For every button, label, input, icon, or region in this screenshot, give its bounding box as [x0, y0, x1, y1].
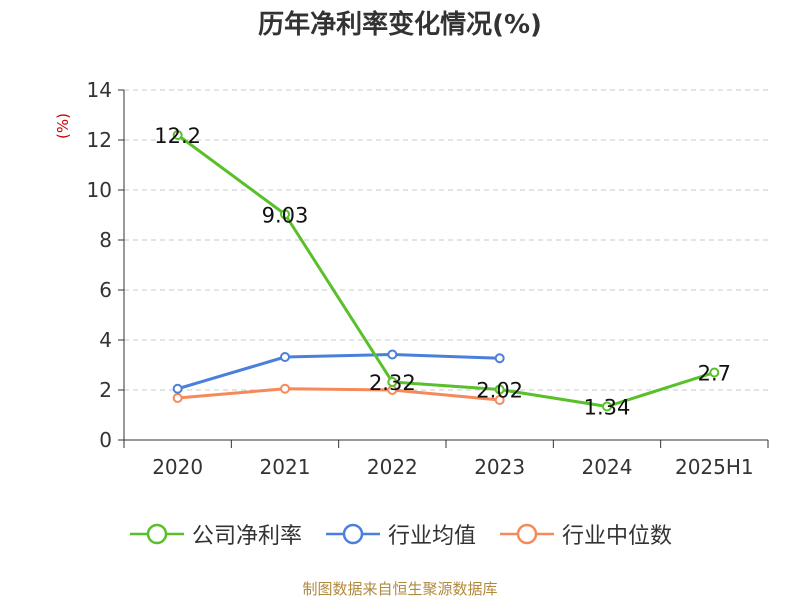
legend-item[interactable]: 行业中位数 [498, 518, 672, 550]
x-tick-label: 2022 [367, 455, 418, 479]
y-tick-label: 12 [87, 128, 112, 152]
legend-circle [342, 523, 364, 545]
y-tick-label: 8 [99, 228, 112, 252]
data-label: 2.32 [369, 371, 416, 395]
legend-line-marker-icon [325, 523, 380, 545]
legend-circle [516, 523, 538, 545]
series-line [177, 387, 500, 402]
data-point [387, 377, 398, 387]
legend-line-marker-icon [129, 523, 184, 545]
legend-item[interactable]: 公司净利率 [128, 518, 302, 550]
data-label: 1.34 [584, 396, 631, 420]
data-point [280, 383, 290, 394]
x-tick-label: 2020 [152, 455, 203, 479]
data-point [494, 384, 505, 395]
data-label: 2.7 [698, 362, 731, 386]
legend-label: 公司净利率 [191, 524, 302, 549]
x-tick-label: 2021 [260, 455, 311, 479]
data-label: 2.02 [476, 379, 523, 403]
x-tick-label: 2023 [474, 455, 525, 479]
data-point [280, 352, 290, 362]
y-tick-label: 10 [87, 178, 112, 202]
data-point [172, 130, 183, 140]
data-point [602, 401, 612, 412]
chart-title: 历年净利率变化情况(%) [258, 10, 542, 40]
legend-line-marker-icon [500, 523, 554, 545]
legend-label: 行业中位数 [562, 524, 673, 549]
data-source-note: 制图数据来自恒生聚源数据库 [302, 580, 498, 598]
data-label: 9.03 [262, 203, 309, 227]
y-tick-label: 6 [99, 278, 112, 302]
y-tick-label: 0 [99, 428, 112, 452]
x-tick-label: 2024 [582, 455, 633, 479]
data-point [387, 349, 398, 360]
data-point [172, 383, 183, 394]
x-tick-label: 2025H1 [675, 455, 754, 479]
data-point [494, 353, 505, 364]
data-point [280, 209, 290, 220]
data-point [494, 395, 505, 405]
data-point [709, 367, 720, 378]
legend-label: 行业均值 [387, 524, 476, 549]
legend-item[interactable]: 行业均值 [324, 518, 476, 550]
legend-circle [146, 523, 168, 545]
y-tick-label: 14 [87, 78, 112, 102]
series-line [177, 353, 500, 391]
data-label: 12.2 [154, 124, 201, 148]
data-point [172, 393, 183, 403]
chart-legend: 公司净利率 行业均值 行业中位数 [0, 518, 800, 550]
series-line [176, 133, 715, 408]
y-tick-label: 2 [99, 378, 112, 402]
y-axis-label: (%) [54, 113, 72, 139]
y-tick-label: 4 [99, 328, 112, 352]
